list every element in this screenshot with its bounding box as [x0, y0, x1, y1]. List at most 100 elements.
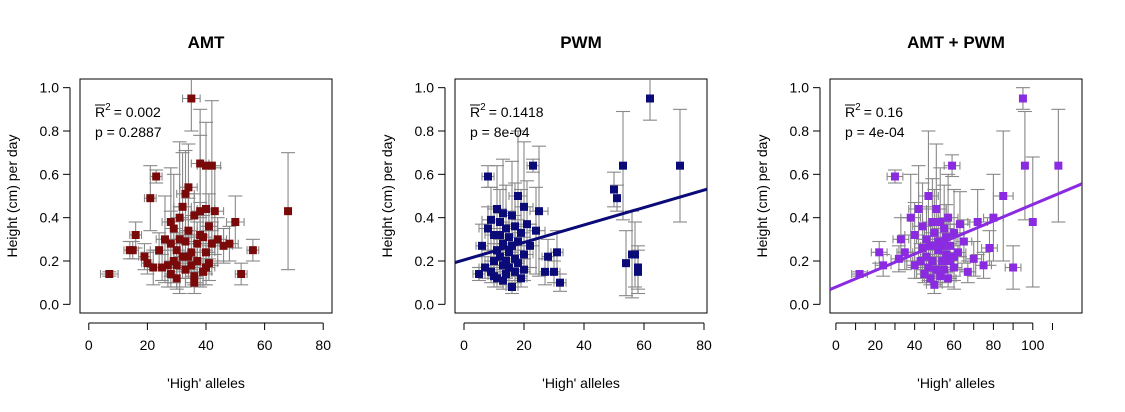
data-point: [922, 235, 931, 244]
x-axis-label: 'High' alleles: [542, 375, 620, 391]
data-point: [231, 218, 240, 226]
data-point: [152, 172, 161, 181]
x-tick-label: 40: [576, 337, 592, 353]
x-tick-label: 80: [696, 337, 712, 353]
data-point: [1054, 161, 1063, 170]
data-point: [146, 194, 155, 203]
data-point: [631, 250, 639, 259]
data-point: [511, 267, 519, 276]
data-point: [105, 270, 114, 278]
data-point: [499, 239, 507, 248]
data-point: [948, 161, 957, 170]
x-tick-label: 0: [85, 337, 93, 353]
data-point: [169, 257, 178, 265]
data-point: [924, 263, 933, 272]
data-point: [199, 267, 208, 276]
data-point: [969, 254, 978, 263]
data-point: [526, 241, 534, 250]
panel-2: PWM 0 20 40 60 80 'High' alleles 0.0 0.2 0.4 0.6 0.…: [379, 33, 712, 391]
plot-frame: [454, 78, 708, 314]
data-point: [646, 94, 654, 103]
data-point: [172, 261, 181, 270]
data-point: [520, 250, 528, 259]
p-value-annotation: p = 0.2887: [95, 124, 162, 140]
y-tick-label: 0.0: [40, 296, 60, 312]
data-point: [532, 226, 540, 235]
data-point: [499, 276, 507, 285]
data-point: [523, 220, 531, 229]
data-point: [926, 274, 935, 283]
data-point: [934, 246, 943, 255]
data-point: [166, 270, 175, 278]
x-tick-label: 20: [867, 337, 883, 353]
r2-value: = 0.1418: [489, 104, 544, 120]
x-tick-label: 60: [257, 337, 273, 353]
data-point: [514, 259, 522, 268]
y-tick-label: 0.0: [790, 296, 810, 312]
data-point: [207, 161, 216, 170]
x-tick-label: 60: [946, 337, 962, 353]
plot-frame: [79, 78, 333, 314]
data-point: [520, 265, 528, 274]
x-tick-label: 0: [832, 337, 840, 353]
data-point: [140, 252, 149, 261]
y-tick-label: 0.4: [790, 210, 810, 226]
data-point: [511, 222, 519, 231]
x-tick-label: 100: [1021, 337, 1045, 353]
x-tick-label: 20: [516, 337, 532, 353]
data-point: [196, 207, 205, 216]
data-point: [622, 259, 630, 268]
data-point: [160, 235, 169, 244]
x-tick-label: 20: [140, 337, 156, 353]
data-point: [890, 172, 899, 181]
data-point: [508, 211, 516, 220]
data-point: [204, 259, 213, 268]
regression-line: [455, 187, 707, 264]
data-point: [946, 241, 955, 250]
data-point: [187, 94, 196, 103]
data-point: [508, 283, 516, 291]
data-point: [496, 231, 504, 239]
data-point: [163, 261, 172, 270]
data-point: [475, 270, 483, 278]
data-point: [989, 213, 998, 222]
data-point: [484, 172, 492, 181]
y-axis-label: Height (cm) per day: [4, 135, 20, 258]
data-point: [920, 270, 929, 278]
data-point: [202, 248, 210, 257]
data-point: [502, 270, 510, 278]
data-point: [196, 159, 205, 168]
data-point: [181, 189, 190, 198]
data-point: [202, 263, 210, 272]
data-point: [875, 248, 884, 257]
data-point: [950, 263, 959, 272]
data-point: [190, 272, 199, 281]
data-point: [855, 270, 864, 278]
data-point: [1020, 161, 1029, 170]
r2-annotation: R2 = 0.002: [95, 102, 161, 120]
data-point: [184, 252, 193, 261]
data-point: [1009, 263, 1018, 272]
data-point: [676, 161, 684, 170]
y-tick-label: 0.4: [415, 210, 435, 226]
data-point: [184, 226, 193, 235]
data-point: [502, 257, 510, 265]
data-point: [529, 161, 537, 170]
data-point: [187, 261, 196, 270]
data-point: [934, 237, 943, 246]
r2-superscript: 2: [480, 102, 486, 113]
data-point: [910, 231, 919, 239]
data-point: [178, 252, 187, 261]
plot-content: [99, 79, 296, 295]
data-point: [928, 218, 937, 226]
data-point: [181, 265, 190, 274]
data-point: [932, 205, 941, 213]
data-point: [950, 228, 959, 237]
data-point: [213, 235, 222, 244]
data-point: [942, 250, 951, 259]
data-point: [930, 280, 939, 289]
data-point: [493, 205, 501, 213]
data-point: [973, 218, 982, 226]
